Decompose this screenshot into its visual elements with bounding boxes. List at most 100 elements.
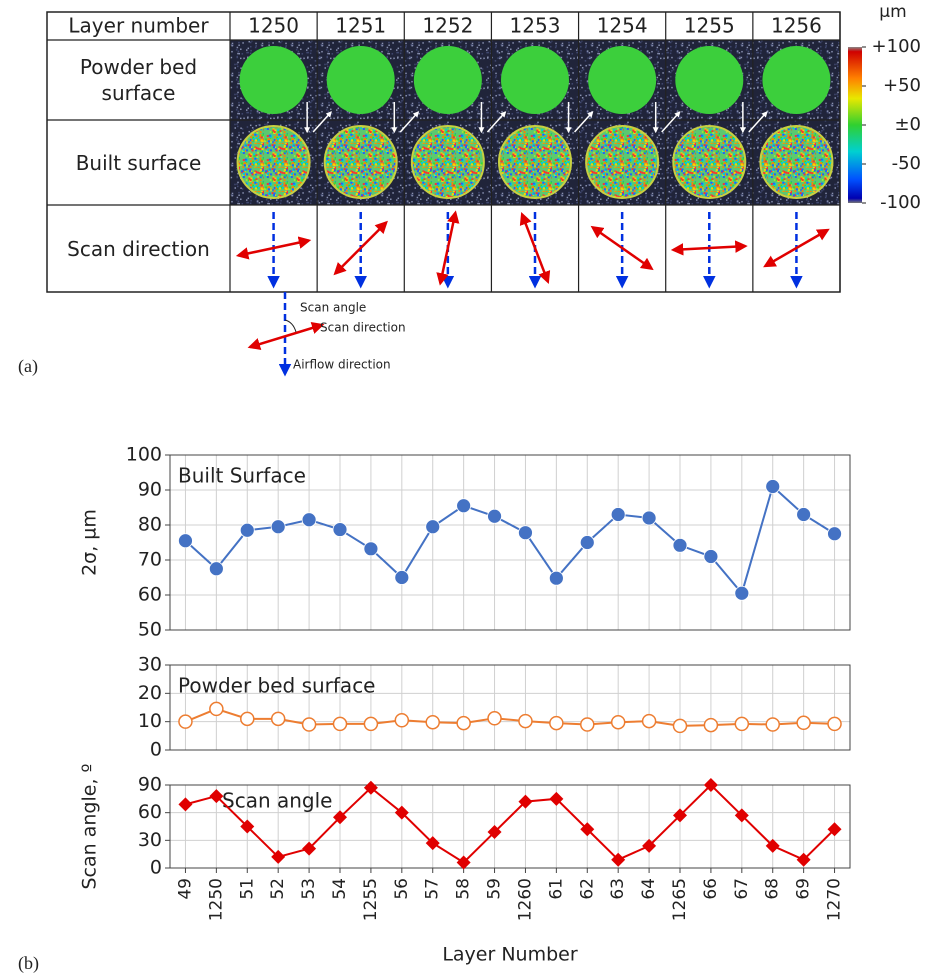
x-tick-label: 61 bbox=[546, 878, 566, 900]
data-point bbox=[518, 526, 532, 540]
data-point bbox=[828, 527, 842, 541]
data-point bbox=[209, 562, 223, 576]
y-tick-label: 20 bbox=[138, 682, 162, 704]
data-point bbox=[457, 717, 470, 730]
x-tick-label: 1270 bbox=[825, 878, 845, 921]
data-point bbox=[364, 717, 377, 730]
data-point bbox=[488, 712, 501, 725]
y-axis-label: 2σ, µm bbox=[79, 509, 101, 576]
series-line bbox=[185, 487, 834, 594]
data-point bbox=[673, 538, 687, 552]
colorbar-unit: µm bbox=[879, 2, 906, 22]
figure: (a) (b) Layer number12501251125212531254… bbox=[0, 0, 925, 975]
panel-label: (b) bbox=[18, 953, 39, 974]
y-tick-label: 80 bbox=[138, 514, 162, 536]
data-point bbox=[612, 716, 625, 729]
built-image bbox=[499, 126, 571, 198]
table-header: Layer number bbox=[68, 14, 209, 38]
layer-number: 1255 bbox=[684, 14, 735, 38]
x-tick-label: 59 bbox=[485, 878, 505, 900]
y-tick-label: 90 bbox=[138, 479, 162, 501]
layer-number: 1253 bbox=[510, 14, 561, 38]
colorbar-tick-label: +100 bbox=[872, 36, 921, 57]
data-point bbox=[766, 480, 780, 494]
x-tick-label: 64 bbox=[639, 878, 659, 900]
x-tick-label: 58 bbox=[454, 878, 474, 900]
colorbar-tick-label: ±0 bbox=[894, 114, 921, 135]
data-point bbox=[179, 715, 192, 728]
x-tick-label: 1250 bbox=[206, 878, 226, 921]
x-tick-label: 69 bbox=[794, 878, 814, 900]
row-label: Built surface bbox=[47, 120, 230, 205]
y-tick-label: 50 bbox=[138, 619, 162, 641]
layer-number: 1250 bbox=[248, 14, 299, 38]
data-point bbox=[766, 718, 779, 731]
data-point bbox=[704, 550, 718, 564]
powder-image bbox=[762, 46, 830, 114]
legend-angle-arc bbox=[285, 320, 296, 332]
data-point bbox=[210, 702, 223, 715]
data-point bbox=[797, 508, 811, 522]
built-image bbox=[325, 126, 397, 198]
y-tick-label: 90 bbox=[138, 774, 162, 796]
legend-text: Scan angle bbox=[300, 301, 366, 315]
legend-text: Scan direction bbox=[320, 321, 406, 335]
data-point bbox=[178, 534, 192, 548]
x-tick-label: 1265 bbox=[670, 878, 690, 921]
data-point bbox=[302, 513, 316, 527]
scan-direction-arrow bbox=[238, 241, 308, 256]
powder-image bbox=[501, 46, 569, 114]
row-label: Scan direction bbox=[47, 205, 230, 292]
built-image bbox=[238, 126, 310, 198]
built-image bbox=[760, 126, 832, 198]
x-tick-label: 68 bbox=[763, 878, 783, 900]
data-point bbox=[395, 571, 409, 585]
x-tick-label: 1260 bbox=[515, 878, 535, 921]
x-tick-label: 52 bbox=[268, 878, 288, 900]
x-tick-label: 56 bbox=[392, 878, 412, 900]
y-tick-label: 100 bbox=[126, 444, 162, 466]
x-tick-label: 67 bbox=[732, 878, 752, 900]
row-label: Powder bed surface bbox=[47, 40, 230, 120]
data-point bbox=[178, 797, 192, 811]
x-tick-label: 63 bbox=[608, 878, 628, 900]
data-point bbox=[303, 718, 316, 731]
y-axis-label: Scan angle, º bbox=[79, 763, 101, 889]
data-point bbox=[395, 714, 408, 727]
data-point bbox=[272, 712, 285, 725]
powder-image bbox=[588, 46, 656, 114]
data-point bbox=[549, 571, 563, 585]
data-point bbox=[426, 520, 440, 534]
x-tick-label: 53 bbox=[299, 878, 319, 900]
x-tick-label: 57 bbox=[423, 878, 443, 900]
powder-image bbox=[240, 46, 308, 114]
built-image bbox=[673, 126, 745, 198]
chart-title: Scan angle bbox=[222, 789, 332, 813]
data-point bbox=[364, 542, 378, 556]
chart-title: Built Surface bbox=[178, 464, 306, 488]
data-point bbox=[241, 712, 254, 725]
x-tick-label: 62 bbox=[577, 878, 597, 900]
layer-number: 1256 bbox=[771, 14, 822, 38]
scan-direction-arrow bbox=[335, 223, 386, 274]
data-point bbox=[797, 716, 810, 729]
data-point bbox=[333, 523, 347, 537]
y-tick-label: 10 bbox=[138, 710, 162, 732]
data-point bbox=[550, 717, 563, 730]
y-tick-label: 60 bbox=[138, 801, 162, 823]
y-tick-label: 30 bbox=[138, 829, 162, 851]
y-tick-label: 30 bbox=[138, 654, 162, 676]
data-point bbox=[828, 717, 841, 730]
data-point bbox=[674, 719, 687, 732]
layer-number: 1254 bbox=[597, 14, 648, 38]
y-tick-label: 70 bbox=[138, 549, 162, 571]
data-point bbox=[643, 715, 656, 728]
data-point bbox=[426, 716, 439, 729]
data-point bbox=[611, 508, 625, 522]
panel-label: (a) bbox=[18, 356, 38, 377]
legend-text: Airflow direction bbox=[293, 358, 391, 372]
data-point bbox=[240, 523, 254, 537]
data-point bbox=[580, 536, 594, 550]
data-point bbox=[735, 717, 748, 730]
data-point bbox=[457, 499, 471, 513]
